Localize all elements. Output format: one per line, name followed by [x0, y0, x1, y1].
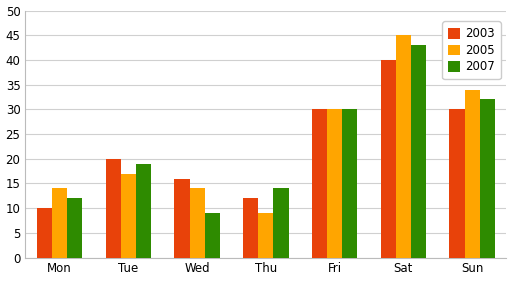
Bar	[243, 198, 259, 258]
Bar	[464, 90, 480, 258]
Bar	[189, 189, 205, 258]
Bar	[37, 208, 52, 258]
Bar	[342, 109, 357, 258]
Bar	[105, 159, 121, 258]
Bar	[52, 189, 67, 258]
Bar	[273, 189, 289, 258]
Bar	[175, 178, 189, 258]
Bar	[396, 35, 411, 258]
Bar	[136, 164, 151, 258]
Bar	[205, 213, 220, 258]
Legend: 2003, 2005, 2007: 2003, 2005, 2007	[442, 21, 501, 79]
Bar	[450, 109, 464, 258]
Bar	[67, 198, 82, 258]
Bar	[480, 99, 495, 258]
Bar	[327, 109, 342, 258]
Bar	[259, 213, 273, 258]
Bar	[312, 109, 327, 258]
Bar	[121, 174, 136, 258]
Bar	[380, 60, 396, 258]
Bar	[411, 45, 426, 258]
